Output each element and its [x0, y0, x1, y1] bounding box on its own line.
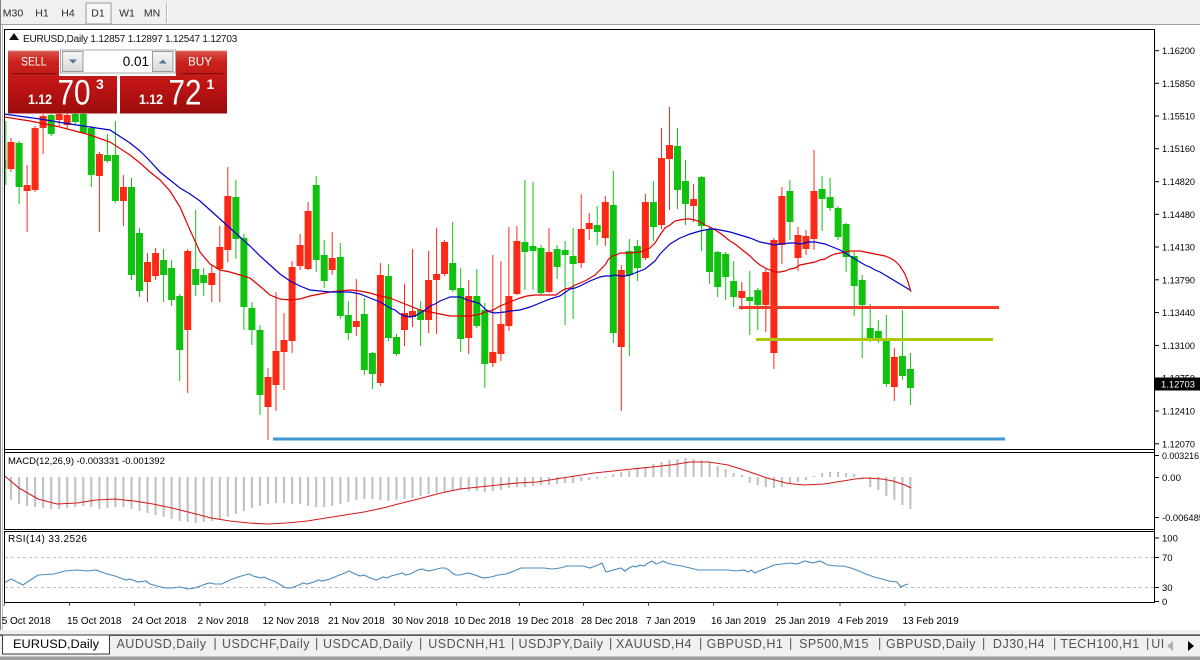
svg-text:100: 100	[1162, 534, 1178, 545]
svg-text:-0.006485: -0.006485	[1162, 513, 1200, 524]
svg-text:16 Jan 2019: 16 Jan 2019	[711, 616, 766, 627]
svg-text:BUY: BUY	[188, 55, 212, 69]
svg-text:EURUSD,Daily: EURUSD,Daily	[13, 639, 99, 651]
svg-text:3: 3	[96, 76, 104, 92]
svg-text:1.12: 1.12	[139, 91, 163, 107]
svg-text:25 Jan 2019: 25 Jan 2019	[775, 616, 830, 627]
svg-text:72: 72	[169, 74, 202, 113]
svg-text:5 Oct 2018: 5 Oct 2018	[2, 616, 51, 627]
svg-text:DJ30,H4: DJ30,H4	[993, 637, 1045, 651]
svg-text:TECH100,H1: TECH100,H1	[1060, 637, 1139, 651]
svg-text:M30: M30	[3, 8, 24, 20]
svg-text:1.16200: 1.16200	[1162, 46, 1195, 57]
svg-text:1.15510: 1.15510	[1162, 112, 1195, 123]
svg-text:XAUUSD,H4: XAUUSD,H4	[616, 637, 692, 651]
svg-text:AUDUSD,Daily: AUDUSD,Daily	[116, 637, 206, 651]
svg-text:15 Oct 2018: 15 Oct 2018	[67, 616, 122, 627]
svg-text:SELL: SELL	[21, 55, 47, 69]
svg-text:1.12: 1.12	[28, 91, 52, 107]
svg-text:1.14820: 1.14820	[1162, 177, 1195, 188]
svg-text:RSI(14) 33.2526: RSI(14) 33.2526	[8, 534, 87, 545]
svg-text:0.003216: 0.003216	[1162, 451, 1199, 462]
svg-text:1: 1	[207, 76, 215, 92]
svg-text:W1: W1	[119, 8, 135, 20]
svg-text:USDCHF,Daily: USDCHF,Daily	[222, 637, 310, 651]
svg-text:MACD(12,26,9) -0.003331 -0.001: MACD(12,26,9) -0.003331 -0.001392	[8, 456, 165, 467]
svg-text:2 Nov 2018: 2 Nov 2018	[198, 616, 250, 627]
svg-text:1.13790: 1.13790	[1162, 275, 1195, 286]
svg-text:H4: H4	[61, 8, 75, 20]
svg-text:70: 70	[1162, 553, 1173, 564]
svg-text:1.14480: 1.14480	[1162, 210, 1195, 221]
svg-text:1.13440: 1.13440	[1162, 308, 1195, 319]
svg-text:30 Nov 2018: 30 Nov 2018	[392, 616, 449, 627]
svg-text:1.12070: 1.12070	[1162, 439, 1195, 450]
svg-text:28 Dec 2018: 28 Dec 2018	[581, 616, 638, 627]
svg-text:EURUSD,Daily 1.12857 1.12897: EURUSD,Daily 1.12857 1.12897 1.12547 1.1…	[23, 34, 238, 45]
svg-text:GBPUSD,Daily: GBPUSD,Daily	[886, 637, 976, 651]
svg-text:USDJPY,Daily: USDJPY,Daily	[519, 637, 604, 651]
svg-text:MN: MN	[144, 8, 160, 20]
svg-text:1.12410: 1.12410	[1162, 407, 1195, 418]
svg-text:10 Dec 2018: 10 Dec 2018	[454, 616, 511, 627]
svg-text:0: 0	[1162, 597, 1167, 608]
svg-text:H1: H1	[35, 8, 49, 20]
svg-text:12 Nov 2018: 12 Nov 2018	[263, 616, 320, 627]
svg-text:GBPUSD,H1: GBPUSD,H1	[707, 637, 784, 651]
svg-text:1.15850: 1.15850	[1162, 79, 1195, 90]
svg-text:1.14130: 1.14130	[1162, 243, 1195, 254]
svg-text:1.13100: 1.13100	[1162, 341, 1195, 352]
svg-text:1.12703: 1.12703	[1161, 380, 1195, 391]
svg-text:13 Feb 2019: 13 Feb 2019	[903, 616, 960, 627]
svg-text:70: 70	[58, 74, 91, 113]
svg-text:USDCNH,H1: USDCNH,H1	[428, 637, 505, 651]
svg-text:0.01: 0.01	[123, 54, 149, 69]
svg-text:21 Nov 2018: 21 Nov 2018	[328, 616, 385, 627]
svg-text:19 Dec 2018: 19 Dec 2018	[517, 616, 574, 627]
svg-text:7 Jan 2019: 7 Jan 2019	[646, 616, 696, 627]
svg-text:4 Feb 2019: 4 Feb 2019	[838, 616, 889, 627]
svg-text:D1: D1	[91, 8, 105, 20]
svg-text:SP500,M15: SP500,M15	[799, 637, 869, 651]
svg-text:0.00: 0.00	[1162, 473, 1181, 484]
svg-text:30: 30	[1162, 583, 1173, 594]
svg-text:1.15160: 1.15160	[1162, 144, 1195, 155]
svg-text:USDCAD,Daily: USDCAD,Daily	[323, 637, 413, 651]
svg-text:UI: UI	[1151, 637, 1165, 651]
svg-text:24 Oct 2018: 24 Oct 2018	[132, 616, 187, 627]
